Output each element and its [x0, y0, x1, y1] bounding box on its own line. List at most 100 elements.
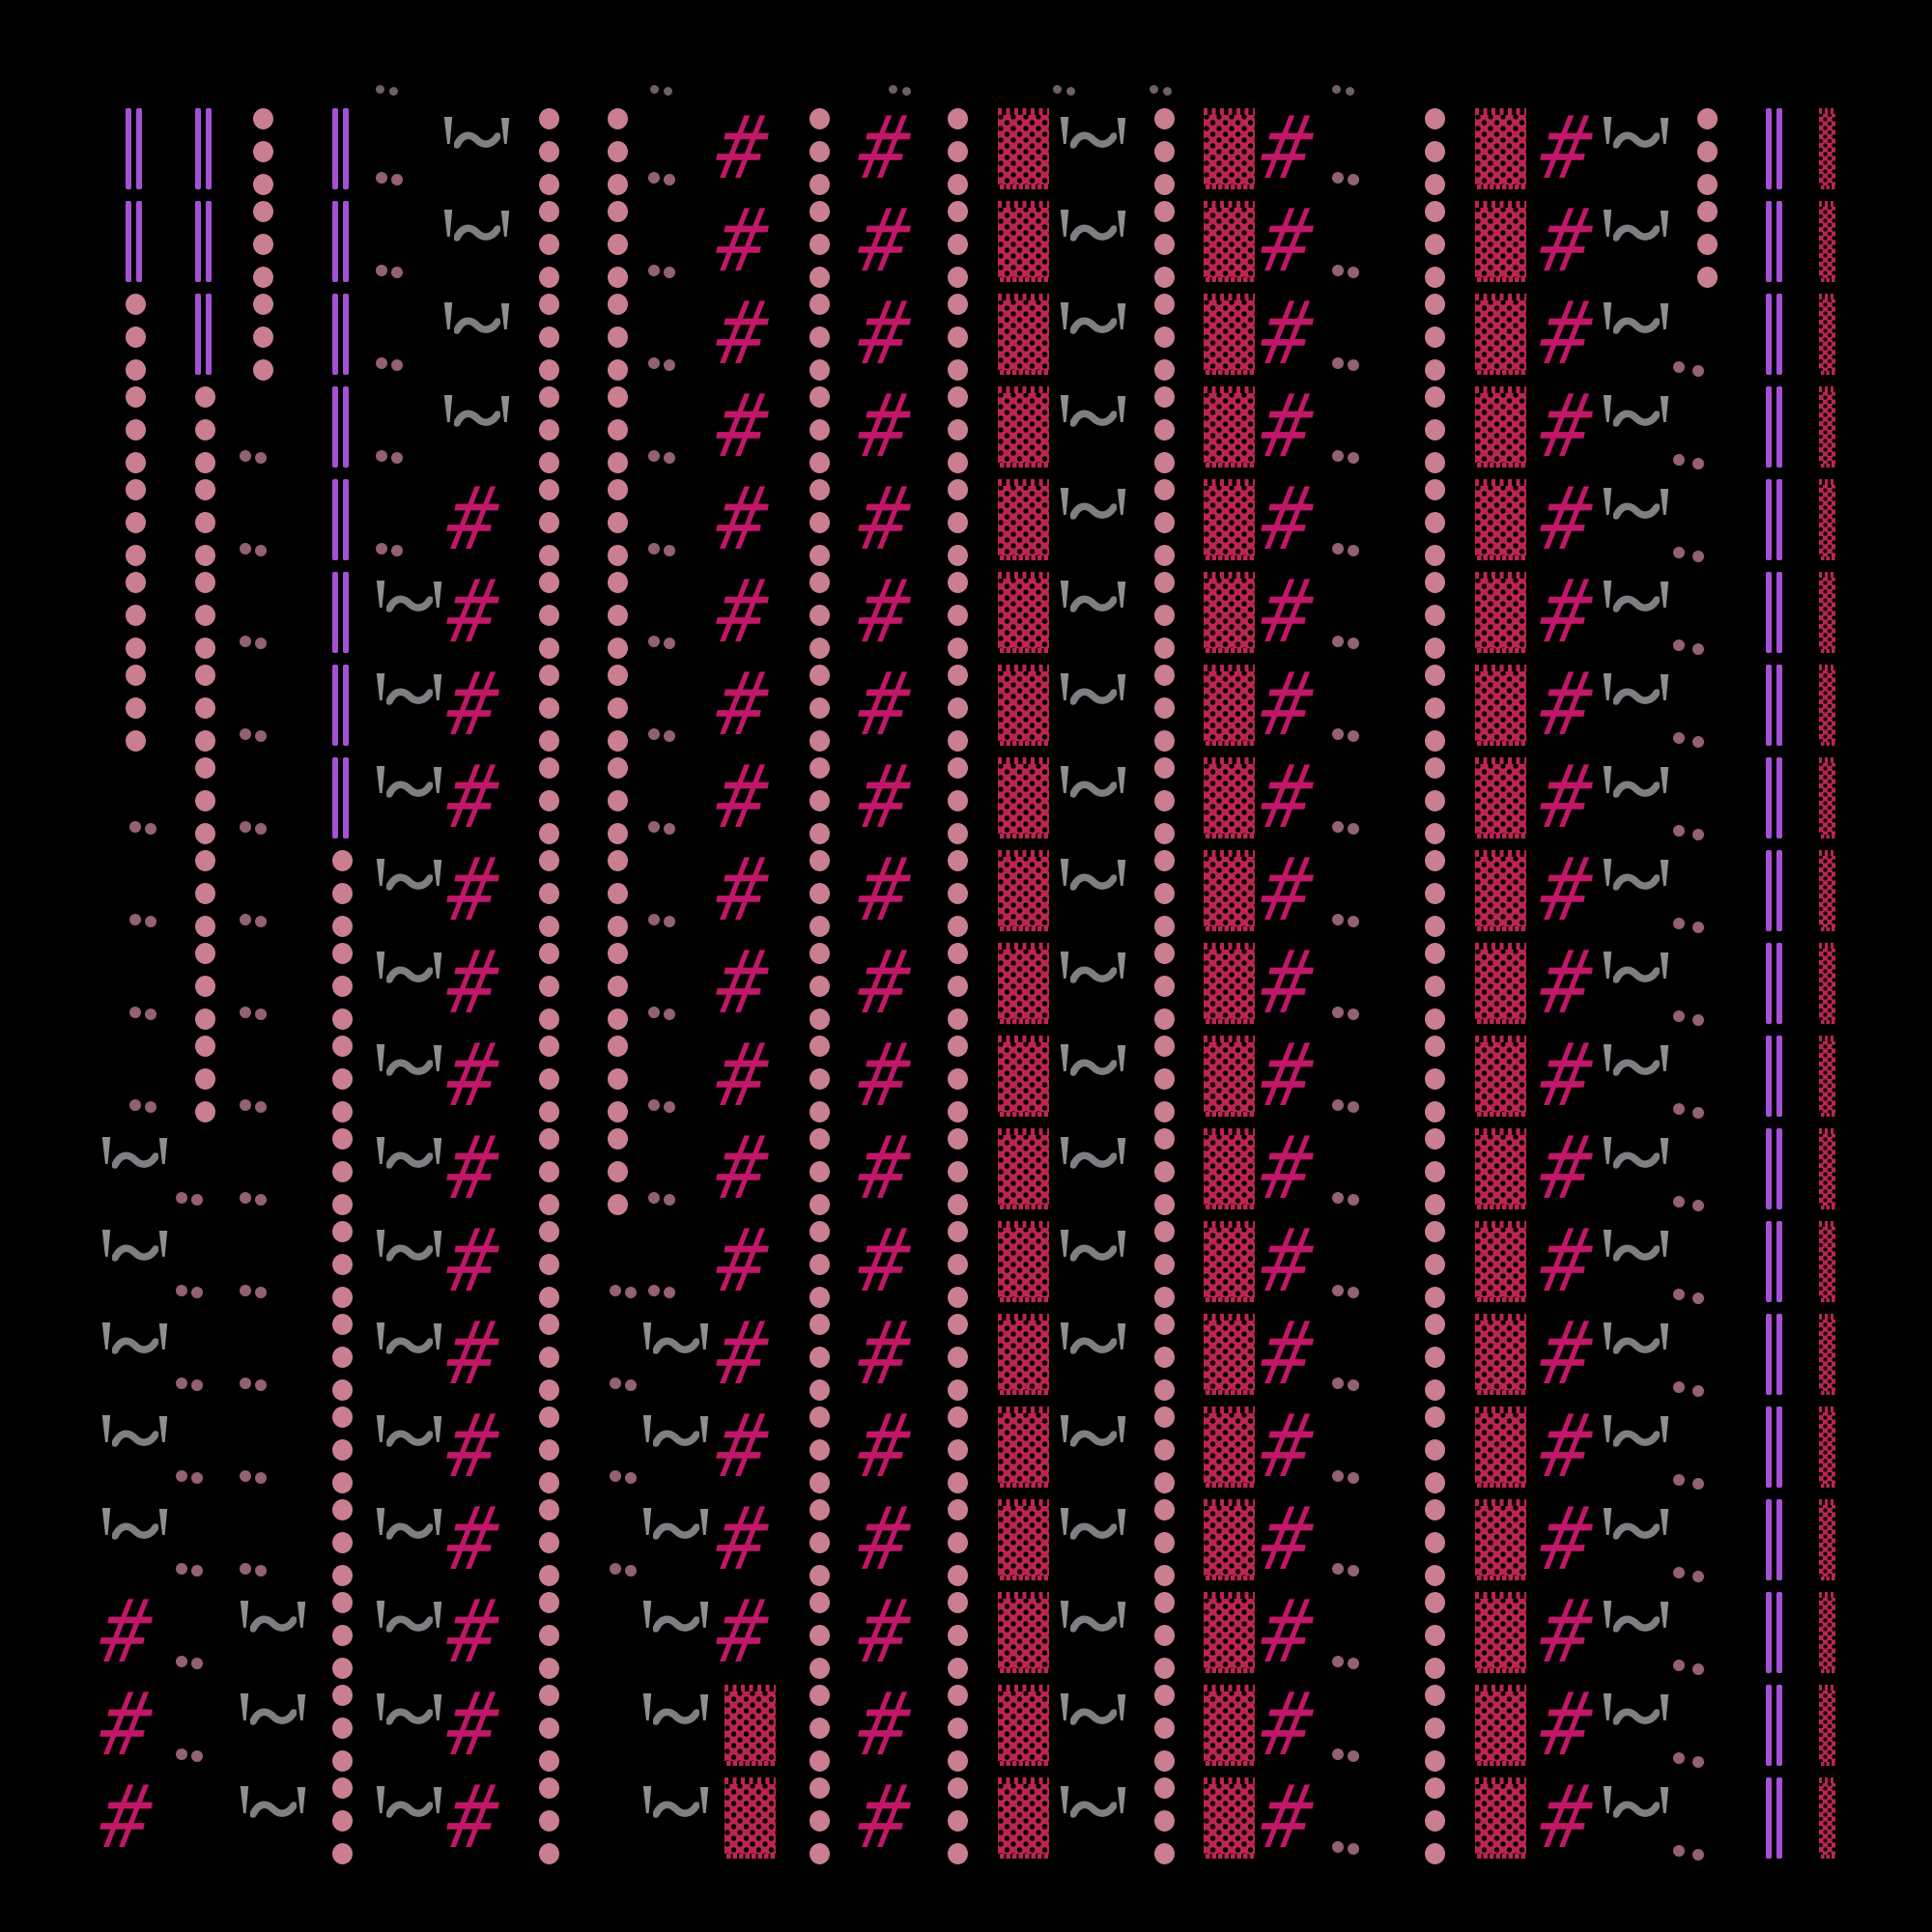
glyph-dot-column-icon: [539, 1777, 559, 1864]
pair-dot-right: [625, 1565, 637, 1577]
block-body: [1475, 1691, 1526, 1761]
pair-dot-left: [240, 636, 251, 647]
dot-2: [1154, 1472, 1175, 1493]
glyph-hash-icon: #: [702, 190, 781, 292]
block-teeth-bottom: [1475, 741, 1526, 746]
pair-dot-left: [129, 1007, 141, 1018]
block-teeth-top: [1204, 1406, 1255, 1413]
pair-dot-right: [1348, 545, 1359, 556]
pair-dot-right: [145, 1101, 156, 1113]
tilde-wedge-left: [376, 1322, 385, 1350]
dot-1: [332, 976, 353, 997]
bar-left: [1766, 1314, 1772, 1395]
dot-2: [1154, 267, 1175, 288]
dot-0: [1154, 201, 1175, 222]
block-teeth-bottom: [1475, 555, 1526, 560]
tilde-curve: [1613, 1337, 1660, 1354]
glyph-dot-column-icon: [810, 1314, 830, 1401]
glyph-tilde-icon: [1058, 572, 1154, 653]
glyph-woven-block-icon: [998, 1036, 1049, 1117]
tilde-wedge-left: [1060, 1230, 1069, 1257]
dot-0: [608, 386, 628, 408]
glyph-woven-block-icon: [998, 1685, 1049, 1766]
glyph-tilde-dots-icon: [1601, 943, 1704, 1026]
trailing-dot-left: [1673, 1103, 1685, 1115]
glyph-dot-pair-icon: [240, 1128, 269, 1209]
dot-2: [810, 1750, 830, 1772]
glyph-dot-pair-icon: [1332, 1685, 1361, 1766]
glyph-dot-column-icon: [126, 665, 146, 752]
glyph-tilde-icon: [374, 943, 470, 1024]
pair-dot-left: [648, 1285, 660, 1296]
glyph-dot-pair-icon: [176, 1499, 205, 1580]
glyph-dot-column-icon: [948, 386, 968, 473]
glyph-hash-icon: #: [702, 283, 781, 384]
glyph-dot-column-icon: [539, 665, 559, 752]
bar-right: [1776, 1036, 1782, 1117]
dot-2: [195, 916, 215, 937]
glyph-tilde-dots-icon: [1601, 850, 1704, 933]
glyph-thin-woven-block-icon: [1819, 1128, 1835, 1209]
glyph-dot-pair-icon: [129, 757, 158, 838]
block-teeth-bottom: [1204, 1668, 1255, 1673]
tilde-curve-path: [1070, 1337, 1117, 1354]
dot-2: [810, 730, 830, 752]
pair-dot-right: [191, 1750, 203, 1762]
glyph-dot-pair-icon: [648, 1221, 677, 1302]
tilde-curve-path: [1613, 1059, 1660, 1076]
pair-dot-right: [391, 545, 403, 556]
dot-1: [608, 141, 628, 162]
pair-dot-right: [1348, 1843, 1359, 1855]
tilde-curve: [1070, 1615, 1117, 1633]
glyph-double-bar-icon: [1766, 1592, 1782, 1673]
pair-dot-right: [191, 1472, 203, 1484]
dot-0: [948, 1314, 968, 1335]
dot-0: [1425, 943, 1445, 964]
glyph-dot-column-icon: [1425, 572, 1445, 659]
block-teeth-bottom: [1475, 1297, 1526, 1302]
tilde-wedge-right: [433, 1231, 442, 1257]
block-teeth-top: [1204, 757, 1255, 764]
glyph-dot-column-icon: [539, 1036, 559, 1122]
block-body: [1475, 671, 1526, 741]
dot-0: [1154, 572, 1175, 593]
block-teeth-top: [998, 1685, 1049, 1691]
thin-block-teeth-bottom: [1819, 1669, 1835, 1673]
glyph-dot-pair-icon: [648, 386, 677, 468]
dot-1: [810, 1161, 830, 1182]
glyph-dot-column-icon: [195, 757, 215, 844]
glyph-double-bar-icon: [332, 108, 349, 189]
pair-dot-left: [1332, 1841, 1344, 1853]
glyph-dot-column-icon: [1425, 1777, 1445, 1864]
glyph-dot-pair-icon: [610, 1406, 639, 1488]
tilde-wedge-right: [1117, 1416, 1126, 1442]
pair-dot-left: [240, 1099, 251, 1111]
block-teeth-top: [1204, 108, 1255, 115]
glyph-dot-column-icon: [810, 1592, 830, 1679]
dot-0: [1425, 386, 1445, 408]
tilde-curve-path: [653, 1801, 699, 1818]
block-teeth-bottom: [998, 926, 1049, 931]
glyph-dot-column-icon: [1425, 1685, 1445, 1772]
dot-0: [608, 479, 628, 500]
tilde-curve: [1613, 1801, 1660, 1818]
dot-1: [332, 1161, 353, 1182]
glyph-dot-pair-icon: [176, 1314, 205, 1395]
pair-dot-right: [255, 1009, 267, 1020]
block-teeth-bottom: [1475, 1854, 1526, 1859]
glyph-woven-block-icon: [1475, 201, 1526, 282]
thin-block-teeth-top: [1819, 479, 1835, 485]
glyph-tilde-icon: [1601, 201, 1697, 282]
bar-left: [1766, 201, 1772, 282]
dot-1: [1425, 1532, 1445, 1553]
glyph-woven-block-icon: [1475, 943, 1526, 1024]
dot-0: [810, 1499, 830, 1520]
dot-2: [810, 1101, 830, 1122]
dot-1: [810, 697, 830, 719]
pair-dot-right: [1348, 1101, 1359, 1113]
thin-block-teeth-bottom: [1819, 464, 1835, 468]
tilde-curve: [1070, 873, 1117, 891]
glyph-dot-column-icon: [1154, 1128, 1175, 1215]
glyph-woven-block-icon: [998, 1777, 1049, 1859]
dot-1: [948, 976, 968, 997]
